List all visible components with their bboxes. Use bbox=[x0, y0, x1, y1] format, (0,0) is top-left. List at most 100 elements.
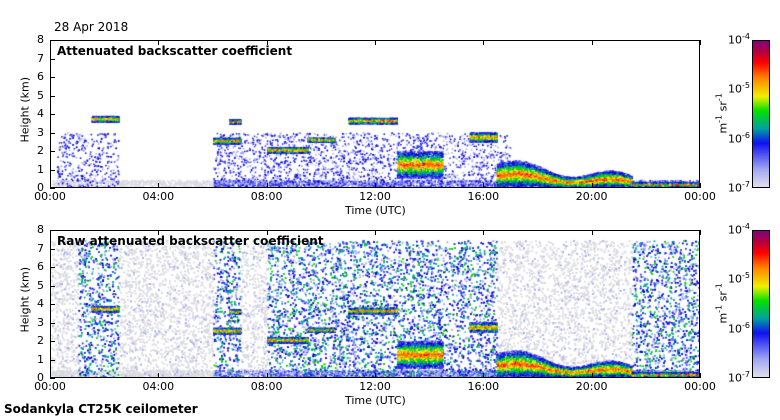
x-tick-mark bbox=[158, 40, 160, 45]
x-tick-mark bbox=[591, 40, 593, 45]
instrument-label: Sodankyla CT25K ceilometer bbox=[4, 402, 198, 416]
y-tick-label: 8 bbox=[37, 33, 44, 46]
y-tick-label: 5 bbox=[37, 278, 44, 292]
x-tick-mark bbox=[483, 373, 485, 378]
x-tick-mark bbox=[700, 40, 701, 45]
x-tick-label: 16:00 bbox=[467, 380, 500, 393]
y-tick-label: 1 bbox=[37, 352, 44, 366]
colorbar bbox=[752, 40, 770, 188]
y-tick-mark bbox=[50, 58, 55, 60]
y-tick-mark bbox=[50, 341, 55, 342]
y-tick-label: 5 bbox=[37, 88, 44, 102]
x-tick-mark bbox=[266, 40, 268, 45]
colorbar-tick-label: 10-7 bbox=[728, 370, 750, 385]
y-tick-label: 4 bbox=[37, 297, 44, 310]
y-tick-label: 7 bbox=[37, 241, 44, 255]
raw-backscatter-heatmap bbox=[51, 231, 699, 377]
x-tick-mark bbox=[375, 40, 376, 45]
x-tick-mark bbox=[591, 183, 593, 188]
y-tick-label: 3 bbox=[37, 315, 44, 329]
x-tick-label: 12:00 bbox=[359, 190, 391, 203]
x-tick-mark bbox=[158, 373, 160, 378]
backscatter-heatmap bbox=[51, 41, 699, 187]
colorbar bbox=[752, 230, 770, 378]
y-tick-mark bbox=[50, 151, 55, 152]
colorbar-tick-label: 10-5 bbox=[728, 271, 750, 286]
y-tick-mark bbox=[50, 304, 55, 305]
x-tick-mark bbox=[483, 183, 485, 188]
y-tick-label: 0 bbox=[37, 371, 44, 384]
x-tick-mark bbox=[266, 183, 268, 188]
y-tick-mark bbox=[50, 188, 55, 189]
y-tick-label: 4 bbox=[37, 107, 44, 120]
x-tick-label: 00:00 bbox=[684, 190, 716, 203]
x-tick-mark bbox=[158, 230, 160, 235]
y-tick-mark bbox=[50, 285, 55, 287]
y-tick-mark bbox=[50, 322, 55, 324]
x-tick-mark bbox=[266, 373, 268, 378]
y-tick-mark bbox=[50, 169, 55, 171]
y-tick-mark bbox=[50, 132, 55, 134]
y-tick-label: 7 bbox=[37, 51, 44, 65]
colorbar-tick-label: 10-6 bbox=[728, 320, 750, 336]
y-tick-label: 3 bbox=[37, 125, 44, 139]
x-tick-mark bbox=[375, 373, 376, 378]
colorbar-tick-label: 10-4 bbox=[728, 32, 750, 47]
x-tick-mark bbox=[375, 230, 376, 235]
y-tick-label: 1 bbox=[37, 162, 44, 176]
x-tick-label: 08:00 bbox=[250, 380, 283, 393]
backscatter-plot: Attenuated backscatter coefficient bbox=[50, 40, 700, 188]
x-tick-mark bbox=[591, 230, 593, 235]
x-tick-mark bbox=[483, 230, 485, 235]
y-tick-mark bbox=[50, 77, 55, 78]
x-tick-mark bbox=[266, 230, 268, 235]
x-tick-mark bbox=[700, 373, 701, 378]
x-tick-label: 00:00 bbox=[684, 380, 716, 393]
colorbar-tick-label: 10-6 bbox=[728, 130, 750, 146]
x-tick-label: 00:00 bbox=[34, 380, 66, 393]
x-tick-label: 04:00 bbox=[142, 380, 175, 393]
y-tick-label: 0 bbox=[37, 181, 44, 194]
y-tick-label: 2 bbox=[37, 144, 44, 157]
x-tick-mark bbox=[158, 183, 160, 188]
raw-backscatter-plot: Raw attenuated backscatter coefficient bbox=[50, 230, 700, 378]
x-tick-label: 04:00 bbox=[142, 190, 175, 203]
y-tick-mark bbox=[50, 114, 55, 115]
y-axis-label: Height (km) bbox=[18, 266, 32, 333]
colorbar-tick-label: 10-5 bbox=[728, 81, 750, 96]
x-tick-mark bbox=[50, 230, 51, 235]
x-tick-mark bbox=[591, 373, 593, 378]
date-label: 28 Apr 2018 bbox=[54, 20, 129, 34]
y-tick-mark bbox=[50, 378, 55, 379]
plot-title: Raw attenuated backscatter coefficient bbox=[57, 234, 324, 248]
x-tick-mark bbox=[50, 373, 51, 378]
x-tick-mark bbox=[483, 40, 485, 45]
colorbar-tick-label: 10-4 bbox=[728, 222, 750, 237]
x-tick-label: 00:00 bbox=[34, 190, 66, 203]
x-tick-mark bbox=[700, 230, 701, 235]
plot-title: Attenuated backscatter coefficient bbox=[57, 44, 293, 58]
x-axis-label: Time (UTC) bbox=[345, 394, 406, 407]
y-tick-mark bbox=[50, 359, 55, 361]
x-tick-label: 08:00 bbox=[250, 190, 283, 203]
x-tick-mark bbox=[375, 183, 376, 188]
x-tick-label: 20:00 bbox=[575, 190, 608, 203]
x-axis-label: Time (UTC) bbox=[345, 204, 406, 217]
y-tick-label: 6 bbox=[37, 260, 44, 273]
x-tick-label: 12:00 bbox=[359, 380, 391, 393]
y-tick-mark bbox=[50, 248, 55, 250]
x-tick-mark bbox=[50, 40, 51, 45]
y-tick-mark bbox=[50, 40, 55, 41]
y-tick-mark bbox=[50, 95, 55, 97]
colorbar-tick-label: 10-7 bbox=[728, 180, 750, 195]
x-tick-label: 16:00 bbox=[467, 190, 500, 203]
y-tick-label: 6 bbox=[37, 70, 44, 83]
x-tick-mark bbox=[700, 183, 701, 188]
y-tick-label: 8 bbox=[37, 223, 44, 236]
x-tick-label: 20:00 bbox=[575, 380, 608, 393]
y-axis-label: Height (km) bbox=[18, 76, 32, 143]
x-tick-mark bbox=[50, 183, 51, 188]
y-tick-label: 2 bbox=[37, 334, 44, 347]
y-tick-mark bbox=[50, 230, 55, 231]
